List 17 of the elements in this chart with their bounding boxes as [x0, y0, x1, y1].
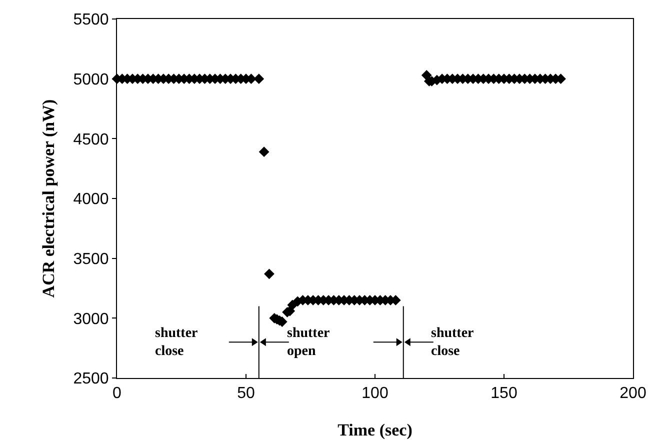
x-tick-label: 50 — [237, 385, 255, 402]
x-tick-label: 200 — [620, 385, 646, 402]
y-axis-title: ACR electrical power (nW) — [38, 99, 58, 298]
annotation: shutter close — [155, 326, 198, 360]
y-tick-label: 5000 — [73, 71, 109, 88]
x-tick-label: 0 — [112, 385, 122, 402]
x-tick-label: 100 — [362, 385, 388, 402]
y-tick-label: 3500 — [73, 250, 109, 268]
y-tick-label: 3000 — [73, 310, 109, 328]
y-tick-label: 2500 — [73, 370, 109, 388]
y-tick-label: 5500 — [73, 12, 109, 29]
x-axis-title: Time (sec) — [338, 420, 412, 440]
x-tick-label: 150 — [490, 385, 518, 402]
annotation: shutter open — [287, 326, 330, 360]
annotation: shutter close — [431, 326, 474, 360]
y-tick-label: 4000 — [73, 191, 109, 208]
y-tick-label: 4500 — [73, 131, 109, 148]
